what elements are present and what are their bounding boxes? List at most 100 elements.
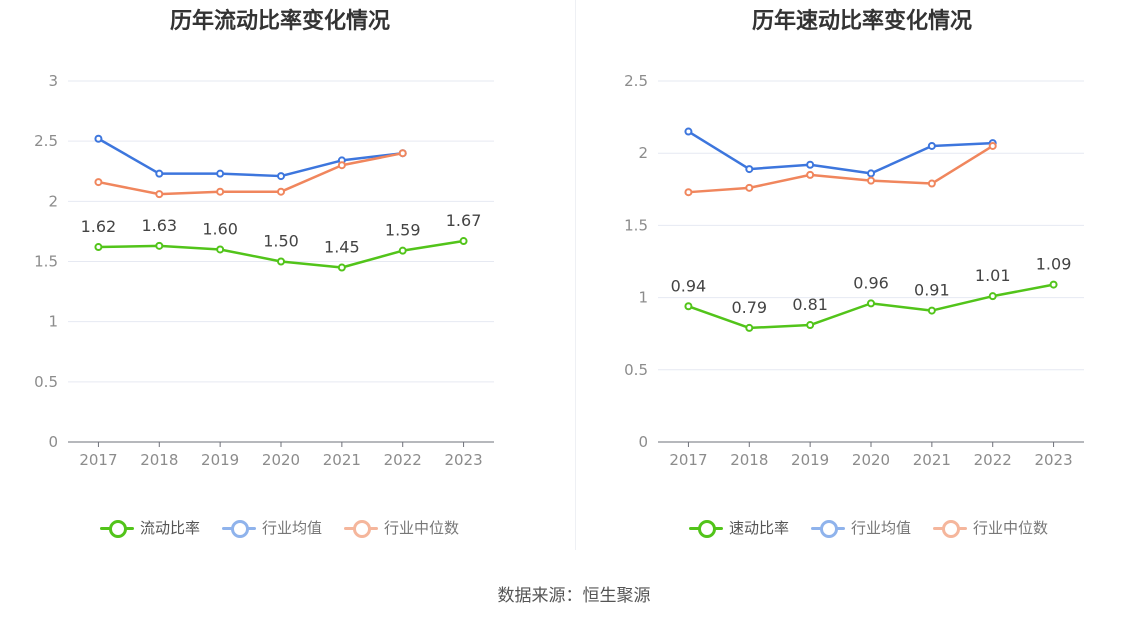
y-tick-label: 2 <box>48 192 58 210</box>
data-point <box>155 241 164 250</box>
legend-item-industry-mean[interactable]: 行业均值 <box>222 517 322 538</box>
y-tick-label: 1.5 <box>34 253 58 271</box>
data-point <box>745 323 754 332</box>
data-point <box>867 176 875 185</box>
legend-item-current-ratio[interactable]: 流动比率 <box>100 517 200 538</box>
quick-ratio-chart: 0 0.5 1 1.5 2 2.5 2017 2018 2019 2020 2021 2022 2023… <box>624 72 1084 469</box>
legend-line-icon <box>222 518 257 538</box>
current-ratio-panel: 历年流动比率变化情况 0 0.5 1 1.5 2 2.5 3 2017 2018 2019 2020… <box>0 0 574 560</box>
data-point <box>398 149 407 158</box>
data-label: 0.94 <box>671 276 707 295</box>
x-tick-label: 2019 <box>201 451 239 469</box>
legend-label: 行业均值 <box>262 519 323 537</box>
x-tick-label: 2021 <box>323 451 361 469</box>
data-point <box>745 165 754 174</box>
data-point <box>745 183 754 192</box>
series-line <box>98 151 403 196</box>
x-tick-label: 2017 <box>79 451 117 469</box>
data-point <box>927 141 936 150</box>
data-point <box>277 172 285 181</box>
data-label: 1.62 <box>81 217 117 236</box>
chart-title: 历年流动比率变化情况 <box>169 9 390 34</box>
data-point <box>684 127 693 136</box>
data-point <box>94 243 103 252</box>
legend-label: 行业中位数 <box>384 519 460 537</box>
data-point <box>806 321 815 330</box>
data-point <box>337 161 346 170</box>
x-tick-label: 2023 <box>1034 451 1072 469</box>
data-point <box>988 292 997 301</box>
x-tick-label: 2020 <box>262 451 300 469</box>
x-tick-label: 2022 <box>974 451 1012 469</box>
data-source-note: 数据来源：恒生聚源 <box>497 586 651 606</box>
data-point <box>277 187 285 196</box>
data-point <box>277 257 285 266</box>
data-label: 0.96 <box>853 273 889 292</box>
data-label: 1.01 <box>975 266 1011 285</box>
data-point <box>1049 280 1058 289</box>
y-tick-label: 0.5 <box>34 373 58 391</box>
series-line <box>97 137 403 178</box>
legend-line-icon <box>811 518 846 538</box>
data-point <box>94 178 103 187</box>
x-tick-label: 2017 <box>669 451 707 469</box>
data-point <box>216 169 225 178</box>
legend-label: 行业中位数 <box>973 519 1049 537</box>
legend-label: 速动比率 <box>729 519 790 537</box>
x-tick-label: 2019 <box>791 451 829 469</box>
data-label: 1.45 <box>324 238 360 257</box>
data-point <box>806 160 815 169</box>
data-label: 1.59 <box>385 221 421 240</box>
y-tick-label: 1 <box>48 313 58 331</box>
data-point <box>684 302 693 311</box>
data-point <box>988 141 997 150</box>
data-point <box>398 246 407 255</box>
x-tick-label: 2018 <box>140 451 178 469</box>
data-point <box>216 245 225 254</box>
data-label: 1.50 <box>263 232 299 251</box>
legend-item-industry-median[interactable]: 行业中位数 <box>344 517 459 538</box>
y-tick-label: 0 <box>48 433 58 451</box>
y-tick-label: 1 <box>638 289 648 307</box>
data-point <box>684 188 693 197</box>
data-point <box>927 179 936 188</box>
data-point <box>927 306 936 315</box>
legend-label: 行业均值 <box>851 519 912 537</box>
y-tick-label: 3 <box>48 72 58 90</box>
legend-line-icon <box>933 518 968 538</box>
data-label: 1.09 <box>1036 255 1072 274</box>
data-label: 0.91 <box>914 281 950 300</box>
data-point <box>94 134 103 143</box>
data-label: 0.79 <box>731 298 767 317</box>
x-tick-label: 2023 <box>444 451 482 469</box>
x-tick-label: 2020 <box>852 451 890 469</box>
quick-ratio-panel: 历年速动比率变化情况 0 0.5 1 1.5 2 2.5 2017 2018 2019 2020 2… <box>577 0 1148 560</box>
legend-line-icon <box>100 518 134 538</box>
data-label: 1.67 <box>446 211 482 230</box>
data-point <box>155 190 164 199</box>
y-tick-label: 2.5 <box>624 72 648 90</box>
y-tick-label: 2.5 <box>34 132 58 150</box>
data-label: 0.81 <box>792 295 828 314</box>
legend-item-industry-median[interactable]: 行业中位数 <box>933 517 1048 538</box>
legend-line-icon <box>344 518 379 538</box>
data-point <box>459 237 468 246</box>
series-line <box>687 130 993 175</box>
y-tick-label: 0.5 <box>624 361 648 379</box>
y-tick-label: 0 <box>638 433 648 451</box>
legend-item-industry-mean[interactable]: 行业均值 <box>811 517 911 538</box>
x-tick-label: 2022 <box>384 451 422 469</box>
x-tick-label: 2018 <box>730 451 768 469</box>
data-point <box>337 263 346 272</box>
y-tick-label: 2 <box>638 144 648 162</box>
data-point <box>216 187 225 196</box>
chart-legend: 速动比率 行业均值 行业中位数 <box>689 517 1048 538</box>
legend-line-icon <box>689 518 723 538</box>
legend-item-quick-ratio[interactable]: 速动比率 <box>689 517 789 538</box>
data-point <box>806 170 815 179</box>
y-tick-label: 1.5 <box>624 216 648 234</box>
data-point <box>867 299 875 308</box>
chart-legend: 流动比率 行业均值 行业中位数 <box>100 517 459 538</box>
legend-label: 流动比率 <box>140 519 201 537</box>
data-point <box>155 169 164 178</box>
